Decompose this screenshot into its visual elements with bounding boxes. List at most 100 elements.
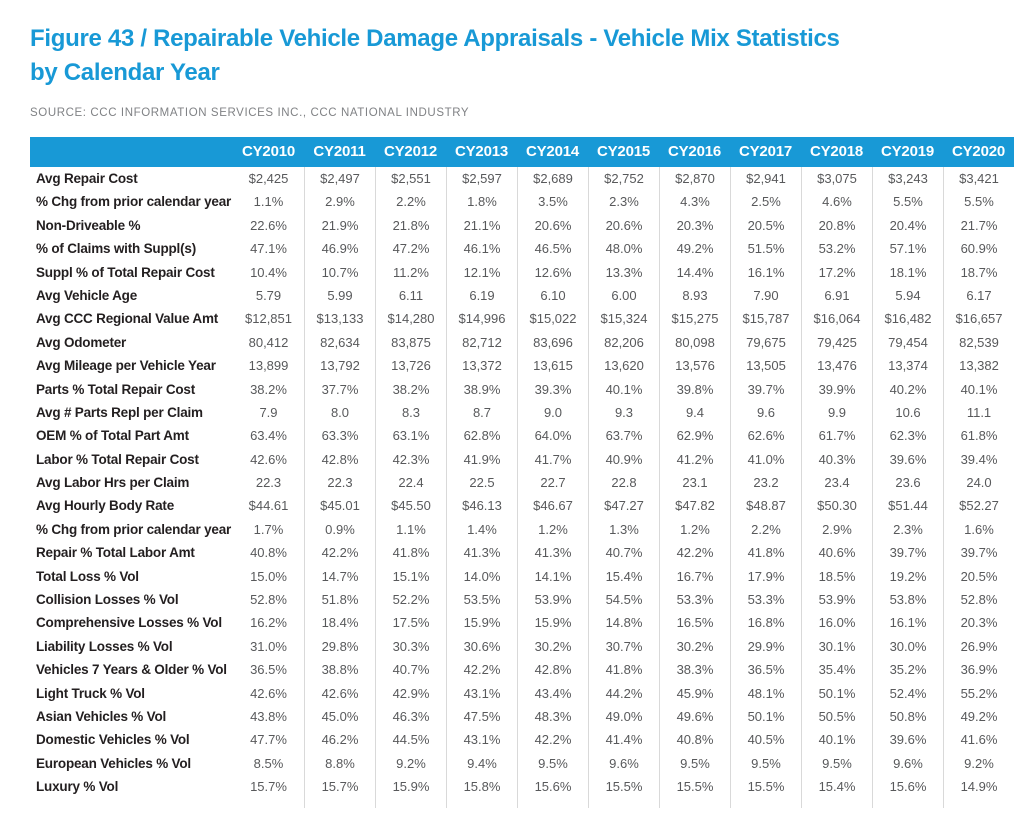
table-row: Comprehensive Losses % Vol 16.2% 18.4% 17.5… <box>30 611 1014 635</box>
table-cell: 10.6 <box>872 400 943 425</box>
table-cell: 14.9% <box>943 775 1014 799</box>
row-label: Avg CCC Regional Value Amt <box>36 311 219 327</box>
table-cell: 17.9% <box>730 564 801 589</box>
table-row: OEM % of Total Part Amt 63.4% 63.3% 63.1% 62… <box>30 424 1014 448</box>
table-cell: 9.5% <box>517 751 588 776</box>
table-cell: 13,372 <box>446 354 517 378</box>
table-cell: 39.7% <box>730 377 801 401</box>
table-cell: 3.5% <box>517 190 588 214</box>
table-cell: 43.1% <box>446 728 517 752</box>
table-cell: 2.3% <box>872 517 943 542</box>
figure-title-line1: Figure 43 / Repairable Vehicle Damage Ap… <box>30 25 840 52</box>
table-cell: 15.1% <box>375 564 446 589</box>
table-row: Asian Vehicles % Vol 43.8% 45.0% 46.3% 47.5%… <box>30 704 1014 729</box>
table-cell: 47.7% <box>250 732 287 748</box>
column-header: CY2016 <box>667 143 721 160</box>
table-cell: 42.2% <box>446 658 517 682</box>
table-cell: 1.4% <box>446 517 517 542</box>
row-label: % Chg from prior calendar year <box>36 194 232 210</box>
table-cell: 53.2% <box>801 237 872 261</box>
table-cell: $2,752 <box>588 167 659 191</box>
table-cell: $2,941 <box>730 167 801 191</box>
table-cell: 20.6% <box>588 213 659 238</box>
table-cell: $15,275 <box>659 307 730 331</box>
table-cell: 63.1% <box>375 424 446 448</box>
spacer-cell <box>943 798 1014 808</box>
table-cell: 46.1% <box>446 237 517 261</box>
table-cell: 9.2% <box>375 751 446 776</box>
table-cell: 11.1 <box>943 400 1014 425</box>
row-label: Asian Vehicles % Vol <box>36 708 167 724</box>
table-cell: 13,726 <box>375 354 446 378</box>
row-label: Avg Repair Cost <box>36 171 138 186</box>
table-cell: 51.5% <box>730 237 801 261</box>
table-row: % Chg from prior calendar year 1.1% 2.9% 2.… <box>30 190 1014 214</box>
table-cell: 42.2% <box>659 541 730 565</box>
row-label: Liability Losses % Vol <box>36 638 173 654</box>
table-cell: 53.5% <box>446 588 517 612</box>
spacer-cell <box>730 798 801 808</box>
table-cell: 15.5% <box>730 775 801 799</box>
table-cell: 14.8% <box>588 611 659 635</box>
table-cell: 9.5% <box>730 751 801 776</box>
table-cell: 39.7% <box>872 541 943 565</box>
table-cell: 13,382 <box>943 354 1014 378</box>
table-cell: 1.7% <box>253 521 284 537</box>
table-cell: 20.5% <box>730 213 801 238</box>
column-header: CY2020 <box>951 143 1005 160</box>
table-cell: $15,324 <box>588 307 659 331</box>
table-cell: 16.7% <box>659 564 730 589</box>
table-cell: 2.2% <box>730 517 801 542</box>
row-label: Parts % Total Repair Cost <box>36 381 196 397</box>
table-cell: 40.7% <box>375 658 446 682</box>
table-cell: 22.4 <box>375 471 446 495</box>
table-cell: $13,133 <box>304 307 375 331</box>
source-note: SOURCE: CCC INFORMATION SERVICES INC., C… <box>30 107 470 119</box>
table-cell: 2.3% <box>588 190 659 214</box>
table-cell: 37.7% <box>304 377 375 401</box>
table-cell: 61.8% <box>943 424 1014 448</box>
table-cell: 8.0 <box>304 400 375 425</box>
table-cell: 46.5% <box>517 237 588 261</box>
table-cell: 9.4% <box>446 751 517 776</box>
table-cell: 4.6% <box>801 190 872 214</box>
table-cell: 11.2% <box>375 260 446 284</box>
table-cell: 44.2% <box>588 681 659 705</box>
row-label: Avg Odometer <box>36 334 127 350</box>
table-cell: 41.9% <box>446 447 517 472</box>
table-cell: 30.2% <box>517 634 588 659</box>
spacer-cell <box>304 798 375 808</box>
table-cell: 16.5% <box>659 611 730 635</box>
table-cell: 83,696 <box>517 330 588 355</box>
row-label: Avg # Parts Repl per Claim <box>36 404 203 420</box>
table-cell: 14.4% <box>659 260 730 284</box>
table-cell: 39.6% <box>872 447 943 472</box>
table-cell: 2.5% <box>730 190 801 214</box>
table-cell: 20.4% <box>872 213 943 238</box>
table-header-row: CY2010 CY2011 CY2012 CY2013 CY2014 CY2015 CY20… <box>30 137 1014 167</box>
table-cell: 82,539 <box>943 330 1014 355</box>
table-cell: 39.8% <box>659 377 730 401</box>
table-cell: 41.0% <box>730 447 801 472</box>
row-label: OEM % of Total Part Amt <box>36 428 189 444</box>
table-cell: $45.50 <box>375 494 446 518</box>
row-label: Light Truck % Vol <box>36 685 145 701</box>
table-row: Avg Odometer 80,412 82,634 83,875 82,712 83,6… <box>30 330 1014 355</box>
spacer-cell <box>588 798 659 808</box>
table-cell: 14.7% <box>304 564 375 589</box>
table-cell: 42.8% <box>304 447 375 472</box>
table-cell: 8.7 <box>446 400 517 425</box>
table-cell: 62.9% <box>659 424 730 448</box>
table-cell: 43.1% <box>446 681 517 705</box>
table-cell: 40.3% <box>801 447 872 472</box>
table-cell: 47.2% <box>375 237 446 261</box>
table-cell: 42.3% <box>375 447 446 472</box>
table-cell: 9.4 <box>659 400 730 425</box>
table-cell: 17.2% <box>801 260 872 284</box>
table-cell: 30.2% <box>659 634 730 659</box>
table-cell: 50.8% <box>872 704 943 729</box>
row-label: European Vehicles % Vol <box>36 755 191 771</box>
table-cell: 9.6% <box>588 751 659 776</box>
table-cell: 30.0% <box>872 634 943 659</box>
table-cell: 53.9% <box>517 588 588 612</box>
